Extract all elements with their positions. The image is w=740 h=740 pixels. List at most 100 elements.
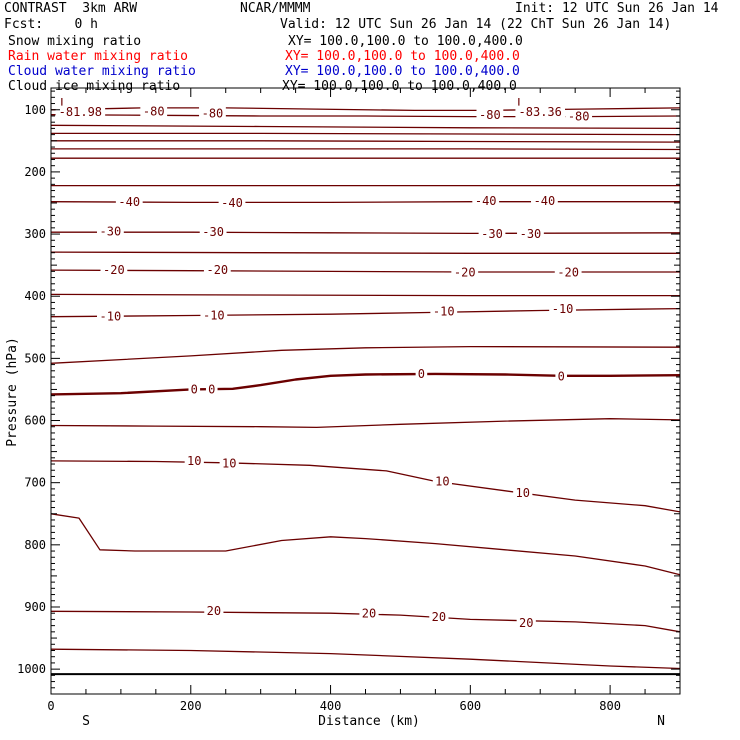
legend-cloud-ice-label: Cloud ice mixing ratio — [8, 79, 181, 94]
contour-label-bg — [478, 227, 506, 240]
x-end-label-left: S — [82, 714, 90, 729]
contour-label-bg — [555, 369, 567, 382]
x-tick-label-0: 0 — [47, 699, 54, 713]
contour-label-24: -10 — [552, 302, 574, 316]
contour-label-1: L — [60, 96, 67, 110]
contour-label-bg — [184, 454, 204, 467]
contour-label-16: -30 — [520, 227, 542, 241]
contour-label-6: L — [517, 96, 524, 110]
contour-label-4: -80 — [202, 106, 224, 120]
contour-line-4 — [51, 132, 681, 136]
contour-line-17 — [50, 418, 681, 429]
contour-label-bg — [531, 194, 558, 207]
contour-label-8: -80 — [568, 109, 590, 123]
contour-label-12: -40 — [534, 194, 556, 208]
y-tick-label-800: 800 — [24, 538, 46, 552]
contour-line-16 — [50, 372, 681, 396]
contour-label-5: -80 — [479, 108, 501, 122]
contour-label-18: -20 — [206, 263, 228, 277]
init-time: Init: 12 UTC Sun 26 Jan 14 — [515, 1, 719, 16]
contour-label-bg — [472, 194, 500, 207]
contour-label-bg — [359, 607, 379, 620]
center-name: NCAR/MMMM — [240, 1, 311, 16]
legend-cloud-water-xy: XY= 100.0,100.0 to 100.0,400.0 — [285, 64, 520, 79]
contour-label-15: -30 — [481, 227, 503, 241]
contour-label-13: -30 — [100, 224, 122, 238]
y-tick-label-1000: 1000 — [17, 662, 46, 676]
y-tick-label-500: 500 — [24, 351, 46, 365]
contour-labels: L-81.98 -80 -80 -80L-83.36 -80-40 -40 -40 -40-3… — [55, 96, 593, 630]
y-tick-label-900: 900 — [24, 600, 46, 614]
contour-label-21: -10 — [100, 310, 122, 324]
contour-line-13 — [50, 293, 680, 297]
contour-label-33: 20 — [207, 604, 221, 618]
contour-label-bg — [451, 265, 479, 278]
contour-label-bg — [199, 225, 227, 238]
contour-label-28: 0 — [558, 369, 565, 383]
x-tick-label-600: 600 — [459, 699, 481, 713]
contour-label-bg — [549, 302, 576, 315]
contour-line-15 — [50, 345, 681, 364]
contour-label-bg — [100, 263, 128, 276]
contour-line-6 — [51, 148, 681, 151]
y-axis-title: Pressure (hPa) — [5, 337, 20, 447]
x-tick-label-200: 200 — [180, 699, 202, 713]
x-end-label-right: N — [657, 714, 665, 729]
contour-label-bg — [115, 195, 143, 208]
contour-label-bg — [430, 305, 458, 318]
contour-label-9: -40 — [118, 195, 140, 209]
contour-label-17: -20 — [103, 263, 125, 277]
model-title: CONTRAST 3km ARW — [4, 1, 138, 16]
y-tick-label-700: 700 — [24, 476, 46, 490]
contour-label-bg — [517, 227, 544, 240]
contour-label-bg — [565, 109, 593, 122]
contour-lines — [50, 107, 681, 676]
legend-rain-xy: XY= 100.0,100.0 to 100.0,400.0 — [285, 49, 520, 64]
x-tick-label-400: 400 — [320, 699, 342, 713]
contour-label-19: -20 — [454, 265, 476, 279]
contour-label-29: 10 — [187, 454, 201, 468]
contour-label-bg — [55, 105, 106, 118]
contour-label-bg — [554, 265, 582, 278]
contour-label-bg — [476, 108, 504, 121]
contour-label-bg — [515, 105, 566, 118]
y-tick-label-200: 200 — [24, 165, 46, 179]
contour-label-34: 20 — [362, 607, 376, 621]
contour-label-bg — [97, 224, 124, 237]
contour-label-bg — [200, 308, 228, 321]
contour-line-21 — [50, 648, 681, 670]
contour-line-12 — [50, 269, 680, 273]
contour-label-bg — [97, 310, 124, 323]
contour-label-35: 20 — [432, 610, 446, 624]
contour-label-3: -80 — [143, 104, 165, 118]
contour-line-10 — [51, 231, 681, 235]
contour-label-2: -81.98 — [59, 105, 102, 119]
contour-line-19 — [50, 513, 681, 576]
contour-label-22: -10 — [203, 308, 225, 322]
legend-snow-xy: XY= 100.0,100.0 to 100.0,400.0 — [288, 34, 523, 49]
contour-label-bg — [516, 616, 536, 629]
contour-label-7: -83.36 — [519, 105, 562, 119]
contour-label-32: 10 — [516, 486, 530, 500]
y-tick-label-400: 400 — [24, 289, 46, 303]
contour-label-14: -30 — [202, 225, 224, 239]
contour-line-18 — [50, 460, 681, 513]
legend-cloud-ice-xy: XY= 100.0,100.0 to 100.0,400.0 — [282, 79, 517, 94]
legend-rain-label: Rain water mixing ratio — [8, 49, 189, 64]
contour-label-26: 0 — [208, 382, 215, 396]
contour-line-3 — [50, 124, 681, 130]
contour-label-bg — [219, 456, 239, 469]
contour-label-bg — [205, 382, 218, 395]
contour-label-25: 0 — [191, 382, 198, 396]
contour-label-20: -20 — [557, 265, 579, 279]
contour-label-bg — [218, 196, 246, 209]
contour-label-bg — [513, 486, 533, 499]
contour-line-5 — [51, 140, 681, 143]
contour-label-10: -40 — [221, 196, 243, 210]
contour-label-bg — [57, 96, 70, 109]
contour-label-bg — [415, 367, 428, 380]
contour-line-9 — [50, 201, 680, 204]
contour-label-36: 20 — [519, 616, 533, 630]
